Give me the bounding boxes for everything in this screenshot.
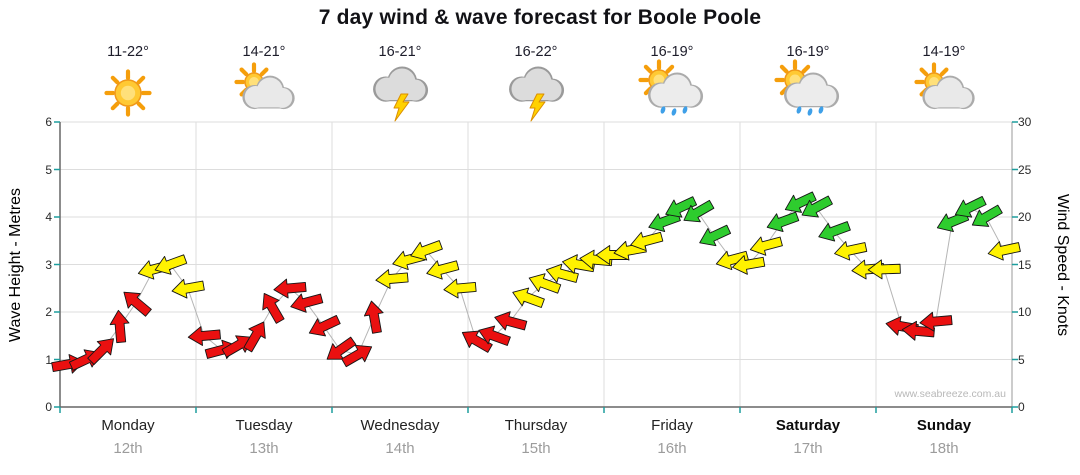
wind-arrow: [308, 315, 341, 337]
y-axis-tick-label-left: 0: [45, 400, 52, 414]
y-axis-tick-label-left: 5: [45, 162, 52, 177]
wind-arrow: [528, 273, 562, 294]
wind-arrow: [154, 254, 188, 275]
date-friday: 16th: [657, 440, 687, 457]
temperature-tuesday: 14-21°: [242, 44, 286, 60]
wind-arrow: [461, 330, 493, 353]
wind-arrow: [665, 196, 698, 218]
wind-arrow: [971, 204, 1003, 227]
temperature-saturday: 16-19°: [786, 44, 830, 60]
temperature-monday: 11-22°: [107, 44, 149, 60]
wind-arrow: [766, 211, 800, 233]
wind-arrow: [699, 224, 732, 247]
watermark: www.seabreeze.com.au: [894, 388, 1006, 400]
y-axis-tick-label-right: 20: [1018, 210, 1032, 224]
day-label-friday: Friday: [651, 417, 693, 434]
date-thursday: 15th: [521, 440, 551, 457]
date-monday: 12th: [113, 440, 143, 457]
wind-arrow: [834, 241, 868, 261]
y-axis-tick-label-left: 4: [45, 210, 52, 224]
wind-arrow: [187, 326, 221, 346]
wind-arrow: [545, 263, 579, 283]
date-tuesday: 13th: [249, 440, 279, 457]
y-axis-tick-label-right: 5: [1018, 352, 1025, 367]
wind-arrow: [426, 260, 460, 280]
date-wednesday: 14th: [385, 440, 415, 457]
page-title: 7 day wind & wave forecast for Boole Poo…: [318, 6, 762, 29]
weather-icon-sun-cloud-rain: [638, 59, 704, 116]
y-axis-tick-label-left: 6: [45, 115, 52, 129]
y-axis-tick-label-left: 2: [45, 305, 52, 319]
wind-arrow: [87, 338, 114, 365]
wind-arrow: [109, 309, 130, 344]
temperature-sunday: 14-19°: [922, 44, 966, 60]
weather-icon-sun-cloud: [234, 62, 295, 110]
wind-arrow: [683, 199, 715, 223]
wind-arrow: [715, 250, 749, 271]
date-saturday: 17th: [793, 440, 823, 457]
wind-arrow: [494, 311, 528, 331]
wind-arrow: [123, 291, 152, 317]
y-axis-tick-label-left: 3: [45, 257, 52, 272]
wind-arrow: [987, 241, 1021, 261]
y-axis-tick-label-right: 15: [1018, 257, 1032, 272]
wind-arrow: [262, 292, 285, 324]
weather-icon-sun-cloud-rain: [774, 59, 840, 116]
temperature-friday: 16-19°: [650, 44, 694, 60]
wind-arrow: [512, 287, 545, 308]
day-label-sunday: Sunday: [916, 417, 972, 434]
y-axis-tick-label-right: 25: [1018, 162, 1032, 177]
wind-arrow: [749, 236, 783, 256]
wind-arrow: [443, 278, 477, 299]
left-axis-title: Wave Height - Metres: [7, 187, 24, 343]
day-label-wednesday: Wednesday: [360, 417, 440, 434]
weather-icon-sunny: [104, 69, 152, 117]
wind-arrow: [171, 278, 205, 299]
wind-arrow: [326, 336, 357, 360]
wind-arrow: [243, 321, 266, 353]
wind-arrow: [273, 278, 307, 299]
right-axis-title: Wind Speed - Knots: [1054, 193, 1071, 337]
wind-arrow: [478, 325, 511, 346]
wind-arrow: [731, 255, 766, 275]
weather-icon-storm: [509, 66, 565, 122]
wind-arrow: [801, 195, 833, 218]
wind-arrow: [341, 344, 373, 368]
wind-arrow: [867, 259, 901, 280]
day-label-thursday: Thursday: [504, 417, 568, 434]
wind-arrow: [363, 300, 384, 334]
date-sunday: 18th: [929, 440, 959, 457]
temperature-thursday: 16-22°: [514, 44, 558, 60]
y-axis-tick-label-right: 10: [1018, 305, 1032, 319]
wind-arrow: [290, 293, 324, 313]
day-label-tuesday: Tuesday: [235, 417, 293, 434]
y-axis-tick-label-right: 0: [1018, 400, 1025, 414]
weather-icon-storm: [373, 66, 429, 122]
wind-arrow: [954, 195, 987, 218]
wind-arrow: [375, 269, 409, 289]
wind-arrow: [919, 311, 953, 332]
y-axis-tick-label-right: 30: [1018, 115, 1032, 129]
day-label-monday: Monday: [101, 417, 155, 434]
wind-arrow: [818, 221, 851, 242]
wind-arrow: [410, 240, 443, 261]
wind-arrow: [630, 231, 664, 252]
wind-arrow: [784, 191, 817, 213]
temperature-wednesday: 16-21°: [378, 44, 422, 60]
day-label-saturday: Saturday: [775, 417, 841, 434]
weather-icon-sun-cloud: [914, 62, 975, 110]
y-axis-tick-label-left: 1: [45, 352, 52, 367]
